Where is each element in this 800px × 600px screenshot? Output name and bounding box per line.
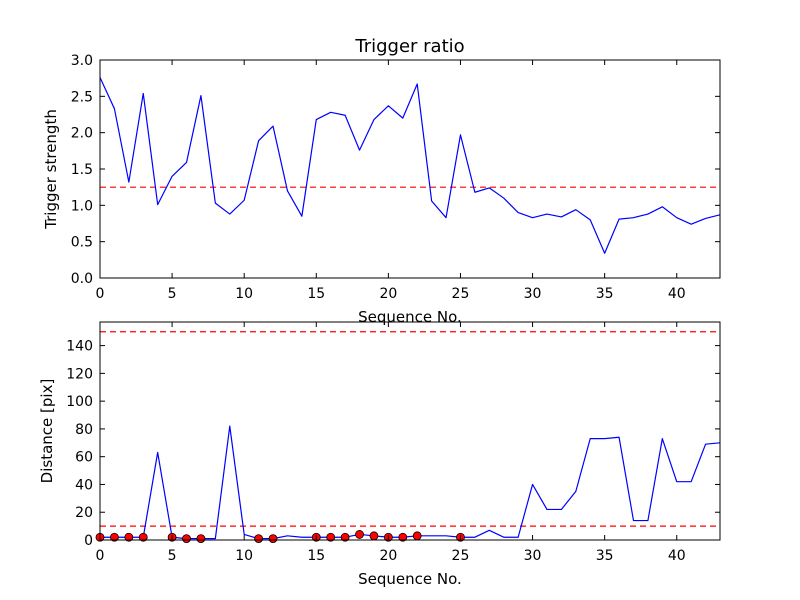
x-tick-label-3: 15 xyxy=(307,286,325,302)
bottom-y-axis-label: Distance [pix] xyxy=(38,379,56,484)
x-tick-label-6: 30 xyxy=(524,548,542,564)
y-tick-label-6: 120 xyxy=(66,366,93,382)
x-tick-label-5: 25 xyxy=(452,286,470,302)
x-tick-label-2: 10 xyxy=(235,286,253,302)
y-tick-label-2: 1.0 xyxy=(71,198,93,214)
y-tick-label-1: 20 xyxy=(75,505,93,521)
y-tick-label-1: 0.5 xyxy=(71,235,93,251)
x-tick-label-8: 40 xyxy=(668,548,686,564)
x-tick-label-0: 0 xyxy=(96,286,105,302)
x-tick-label-7: 35 xyxy=(596,286,614,302)
x-tick-label-7: 35 xyxy=(596,548,614,564)
x-tick-label-6: 30 xyxy=(524,286,542,302)
y-tick-label-3: 60 xyxy=(75,450,93,466)
top-x-axis-label: Sequence No. xyxy=(358,308,462,326)
series-line xyxy=(100,77,720,254)
marker-point-11 xyxy=(340,532,350,542)
top-y-axis-label: Trigger strength xyxy=(42,109,60,230)
x-tick-label-3: 15 xyxy=(307,548,325,564)
y-tick-label-5: 100 xyxy=(66,394,93,410)
marker-point-7 xyxy=(254,534,264,544)
y-tick-label-0: 0 xyxy=(84,533,93,549)
distance-plot-area: 0 5 10 15 20 25 30 35 40 0 20 40 60 80 100 120 140 xyxy=(66,321,721,564)
marker-point-6 xyxy=(196,534,206,544)
marker-point-5 xyxy=(182,534,191,544)
y-tick-label-3: 1.5 xyxy=(71,162,93,178)
marker-point-3 xyxy=(138,532,148,542)
y-tick-label-5: 2.5 xyxy=(71,89,93,105)
x-tick-label-0: 0 xyxy=(96,548,105,564)
marker-point-12 xyxy=(355,530,364,539)
marker-point-2 xyxy=(124,532,134,542)
y-tick-label-7: 140 xyxy=(66,339,93,355)
chart-title: Trigger ratio xyxy=(354,36,464,57)
x-tick-label-5: 25 xyxy=(452,548,470,564)
y-tick-label-6: 3.0 xyxy=(71,53,93,69)
marker-point-10 xyxy=(326,532,336,542)
x-tick-label-8: 40 xyxy=(668,286,686,302)
y-tick-label-4: 2.0 xyxy=(71,126,93,142)
marker-point-8 xyxy=(268,534,278,544)
bottom-x-axis-label: Sequence No. xyxy=(358,570,462,588)
marker-point-16 xyxy=(412,531,422,541)
marker-point-15 xyxy=(398,532,408,542)
axes-frame xyxy=(99,321,721,541)
x-tick-label-2: 10 xyxy=(235,548,253,564)
y-tick-label-2: 40 xyxy=(75,477,93,493)
marker-point-1 xyxy=(110,532,119,542)
x-tick-label-1: 5 xyxy=(168,286,177,302)
trigger-plot-area: 0 5 10 15 20 25 30 35 40 0.0 0.5 1.0 1.5 2.0 2.5 3.0 xyxy=(71,53,721,302)
y-tick-label-0: 0.0 xyxy=(71,271,93,287)
marker-point-13 xyxy=(369,531,379,541)
x-tick-label-4: 20 xyxy=(379,548,397,564)
distance-chart: 0 5 10 15 20 25 30 35 40 0 20 40 60 80 100 120 140 Seque… xyxy=(38,321,721,588)
y-tick-label-4: 80 xyxy=(75,422,93,438)
x-tick-label-4: 20 xyxy=(379,286,397,302)
x-tick-label-1: 5 xyxy=(168,548,177,564)
